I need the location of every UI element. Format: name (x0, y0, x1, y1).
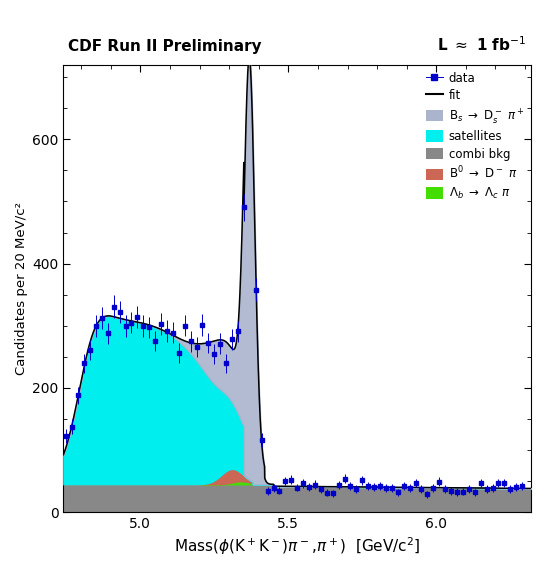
X-axis label: Mass($\phi$(K$^+$K$^-$)$\pi^-$,$\pi^+$)  [GeV/c$^2$]: Mass($\phi$(K$^+$K$^-$)$\pi^-$,$\pi^+$) … (174, 535, 420, 557)
Y-axis label: Candidates per 20 MeV/c²: Candidates per 20 MeV/c² (15, 202, 28, 375)
Text: CDF Run II Preliminary: CDF Run II Preliminary (68, 38, 262, 54)
Legend: data, fit, B$_s$ $\rightarrow$ D$_s^-$ $\pi^+$, satellites, combi bkg, B$^0$ $\r: data, fit, B$_s$ $\rightarrow$ D$_s^-$ $… (422, 67, 529, 206)
Text: L $\approx$ 1 fb$^{-1}$: L $\approx$ 1 fb$^{-1}$ (437, 35, 526, 54)
